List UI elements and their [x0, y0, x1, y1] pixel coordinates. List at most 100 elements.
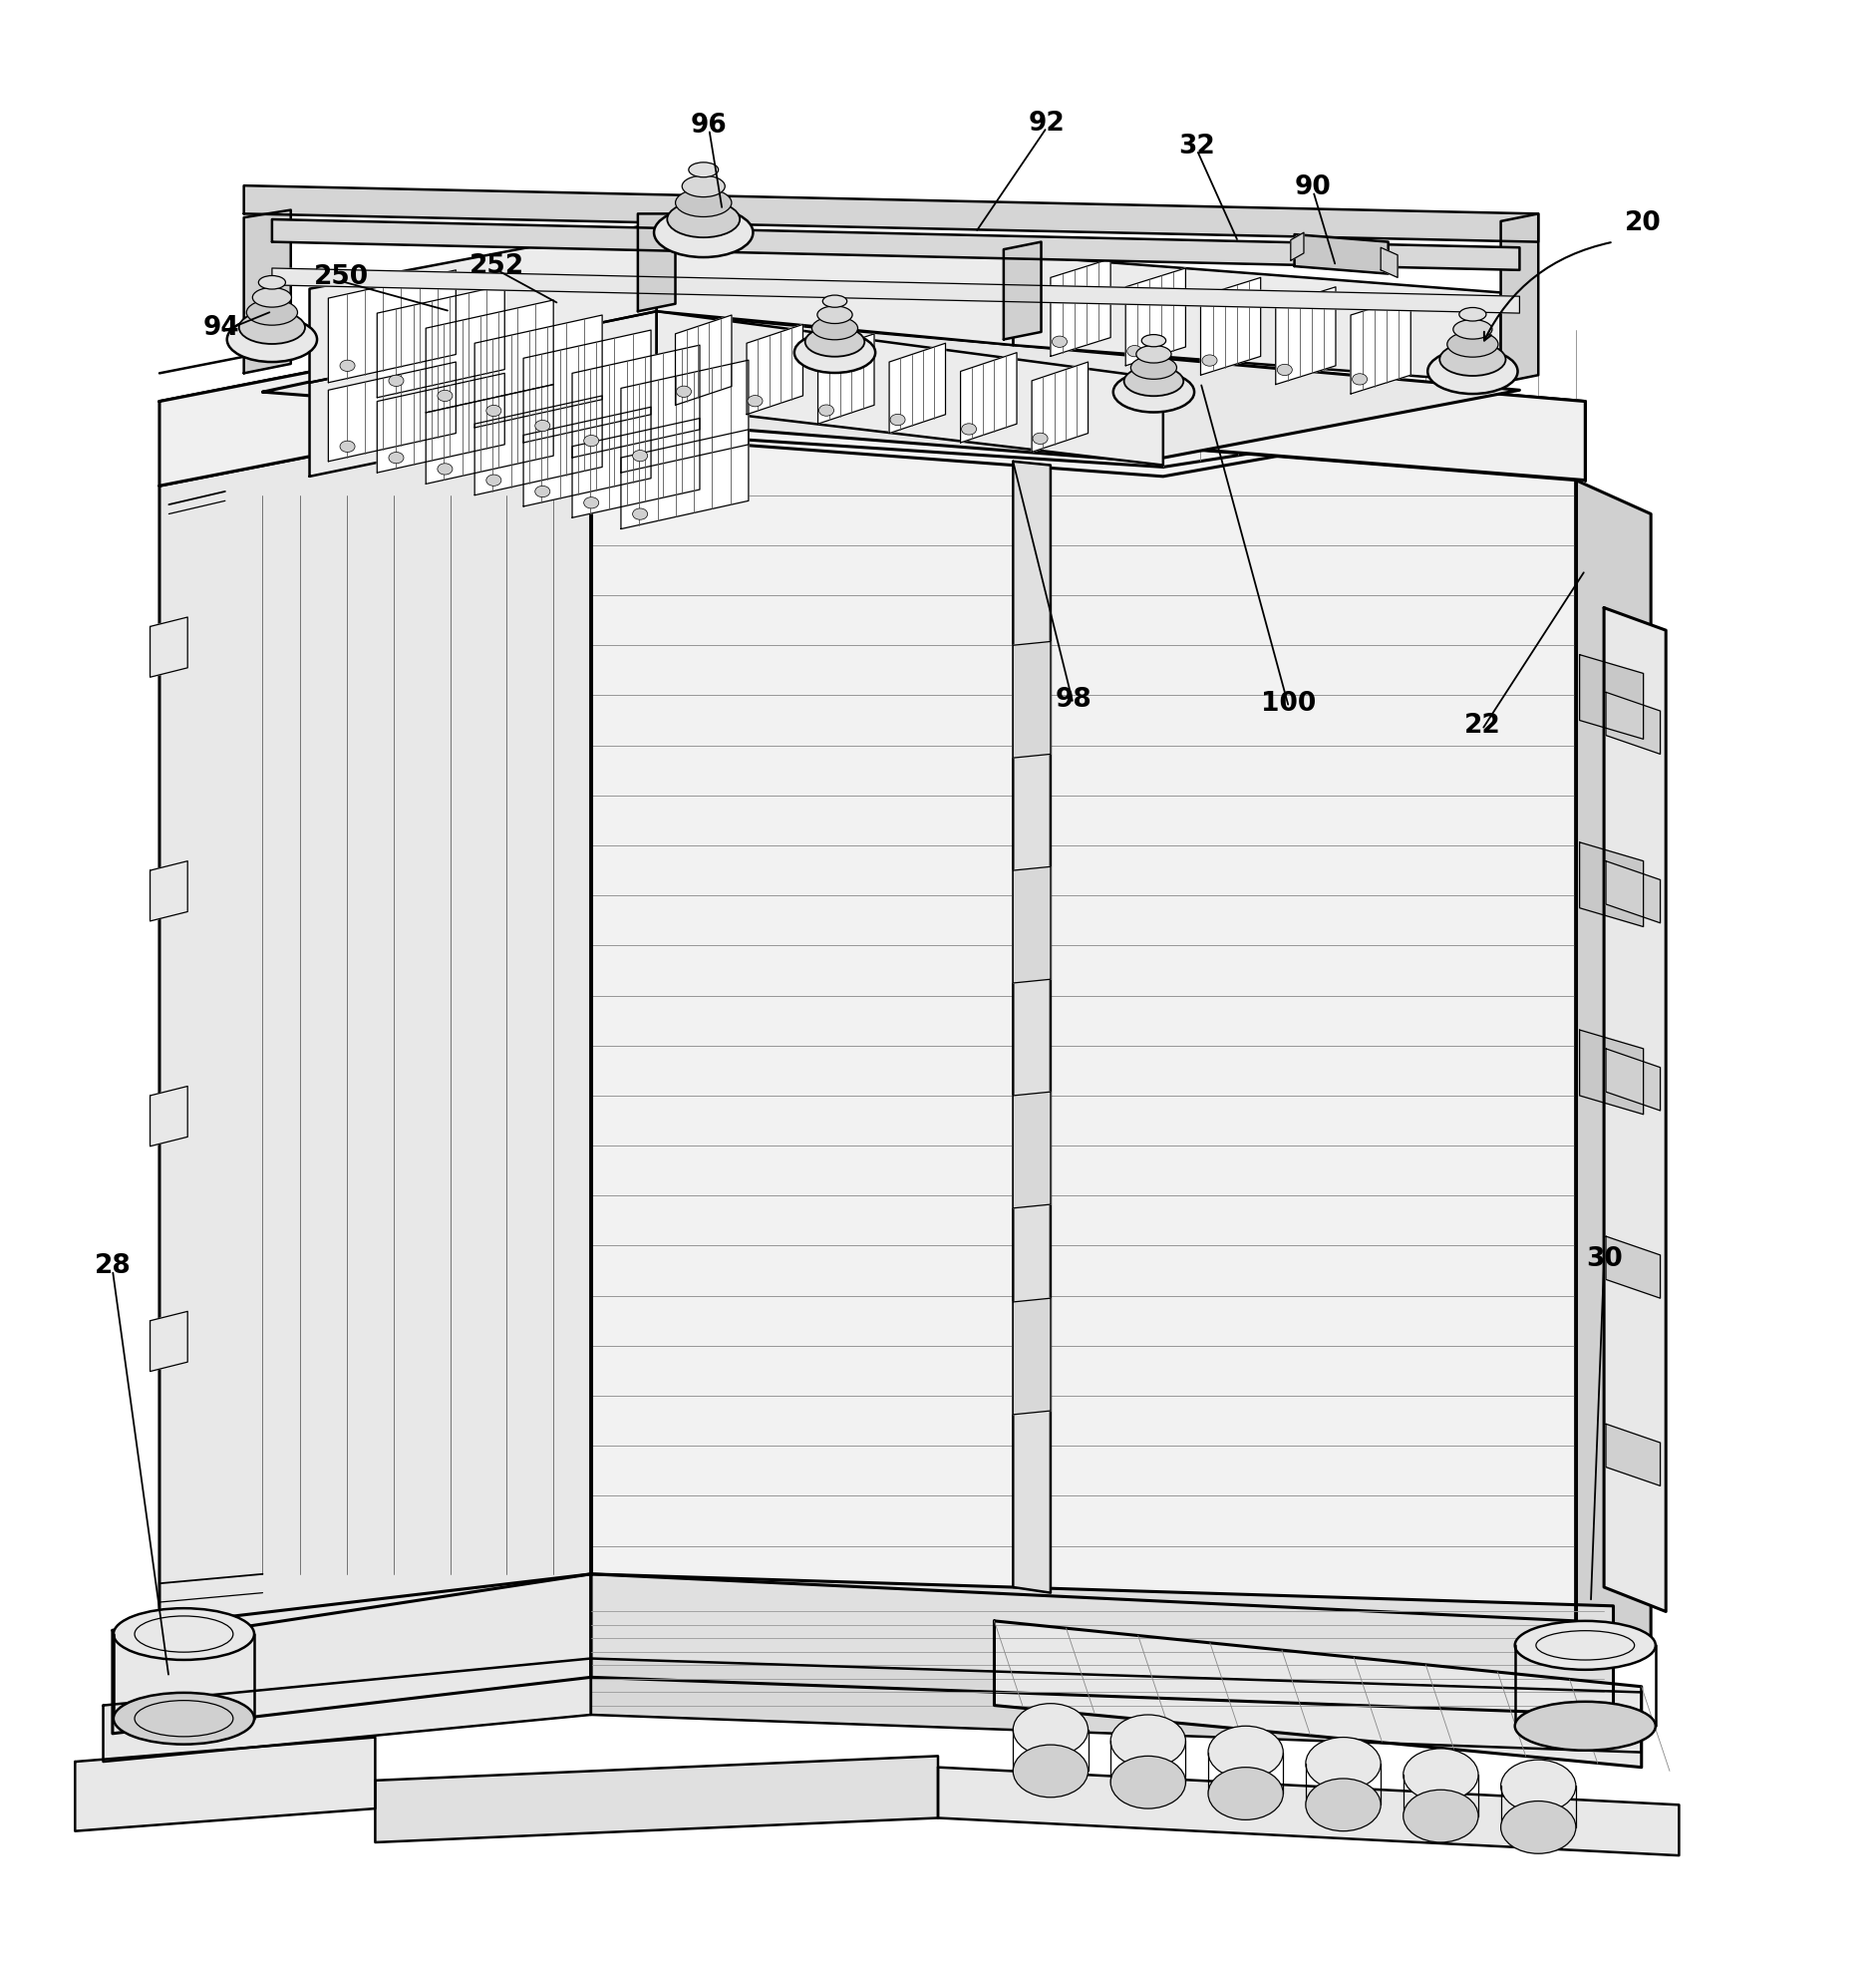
Text: 90: 90	[1294, 175, 1332, 201]
Polygon shape	[523, 330, 651, 442]
Polygon shape	[591, 401, 1576, 1620]
Polygon shape	[1013, 1091, 1051, 1209]
Polygon shape	[1013, 256, 1501, 383]
Ellipse shape	[668, 201, 739, 238]
Ellipse shape	[1403, 1789, 1478, 1842]
Polygon shape	[961, 352, 1017, 442]
Ellipse shape	[388, 452, 403, 464]
Ellipse shape	[632, 509, 647, 519]
Ellipse shape	[818, 405, 833, 417]
Ellipse shape	[114, 1608, 255, 1659]
Ellipse shape	[1124, 366, 1184, 395]
Polygon shape	[159, 317, 1585, 486]
Polygon shape	[1276, 287, 1336, 385]
Polygon shape	[657, 222, 1013, 346]
Polygon shape	[75, 1738, 375, 1830]
Polygon shape	[1580, 655, 1643, 739]
Ellipse shape	[1403, 1748, 1478, 1801]
Ellipse shape	[1208, 1767, 1283, 1821]
Polygon shape	[1004, 242, 1041, 340]
Polygon shape	[1013, 1298, 1051, 1416]
Polygon shape	[328, 269, 456, 383]
Ellipse shape	[535, 486, 550, 497]
Ellipse shape	[1131, 356, 1176, 379]
Ellipse shape	[675, 189, 732, 216]
Polygon shape	[1606, 692, 1660, 755]
Text: 96: 96	[690, 112, 728, 138]
Polygon shape	[159, 401, 591, 1640]
Polygon shape	[1201, 277, 1261, 376]
Ellipse shape	[388, 376, 403, 387]
Polygon shape	[675, 315, 732, 405]
Polygon shape	[1051, 260, 1111, 356]
Polygon shape	[1013, 867, 1051, 983]
Ellipse shape	[1137, 346, 1171, 364]
Polygon shape	[310, 222, 657, 383]
Ellipse shape	[1428, 348, 1518, 393]
Polygon shape	[263, 311, 1520, 462]
Polygon shape	[150, 617, 188, 676]
Ellipse shape	[114, 1693, 255, 1744]
Polygon shape	[638, 214, 675, 311]
Ellipse shape	[1203, 354, 1218, 366]
Ellipse shape	[1111, 1714, 1186, 1767]
Polygon shape	[1013, 641, 1051, 757]
Ellipse shape	[253, 287, 291, 307]
Text: 98: 98	[1054, 686, 1092, 712]
Ellipse shape	[1501, 1760, 1576, 1813]
Ellipse shape	[1460, 307, 1486, 320]
Polygon shape	[426, 385, 553, 484]
Ellipse shape	[1111, 1756, 1186, 1809]
Ellipse shape	[238, 311, 306, 344]
Ellipse shape	[246, 299, 298, 324]
Ellipse shape	[688, 163, 719, 177]
Polygon shape	[1351, 297, 1411, 393]
Ellipse shape	[535, 421, 550, 431]
Polygon shape	[1606, 861, 1660, 922]
Polygon shape	[1501, 214, 1538, 383]
Polygon shape	[523, 407, 651, 507]
Ellipse shape	[437, 389, 452, 401]
Polygon shape	[272, 220, 1520, 269]
Ellipse shape	[259, 275, 285, 289]
Ellipse shape	[1013, 1744, 1088, 1797]
Text: 32: 32	[1178, 134, 1216, 159]
Polygon shape	[103, 1659, 591, 1762]
Polygon shape	[591, 1659, 1642, 1752]
Polygon shape	[475, 395, 602, 495]
Ellipse shape	[1278, 364, 1293, 376]
Polygon shape	[150, 861, 188, 922]
Ellipse shape	[889, 415, 904, 425]
Ellipse shape	[583, 497, 598, 509]
Polygon shape	[621, 360, 749, 472]
Polygon shape	[244, 210, 291, 374]
Polygon shape	[1580, 841, 1643, 926]
Polygon shape	[377, 374, 505, 472]
Text: 252: 252	[469, 254, 525, 279]
Polygon shape	[1291, 232, 1304, 261]
Ellipse shape	[675, 385, 690, 397]
Ellipse shape	[340, 440, 355, 452]
Polygon shape	[272, 267, 1520, 313]
Ellipse shape	[1446, 332, 1499, 358]
Ellipse shape	[805, 326, 865, 356]
Ellipse shape	[583, 434, 598, 446]
Polygon shape	[310, 311, 657, 476]
Ellipse shape	[1142, 334, 1165, 346]
Polygon shape	[1606, 1423, 1660, 1486]
Ellipse shape	[1514, 1703, 1655, 1750]
Ellipse shape	[1454, 320, 1491, 338]
Polygon shape	[818, 334, 874, 425]
Ellipse shape	[1013, 1703, 1088, 1756]
Polygon shape	[375, 1756, 938, 1842]
Polygon shape	[994, 1620, 1642, 1767]
Polygon shape	[747, 324, 803, 415]
Polygon shape	[328, 362, 456, 462]
Ellipse shape	[486, 474, 501, 486]
Ellipse shape	[227, 317, 317, 362]
Text: 92: 92	[1028, 110, 1066, 136]
Ellipse shape	[794, 332, 876, 374]
Ellipse shape	[1306, 1738, 1381, 1789]
Ellipse shape	[1439, 342, 1506, 376]
Polygon shape	[572, 346, 700, 458]
